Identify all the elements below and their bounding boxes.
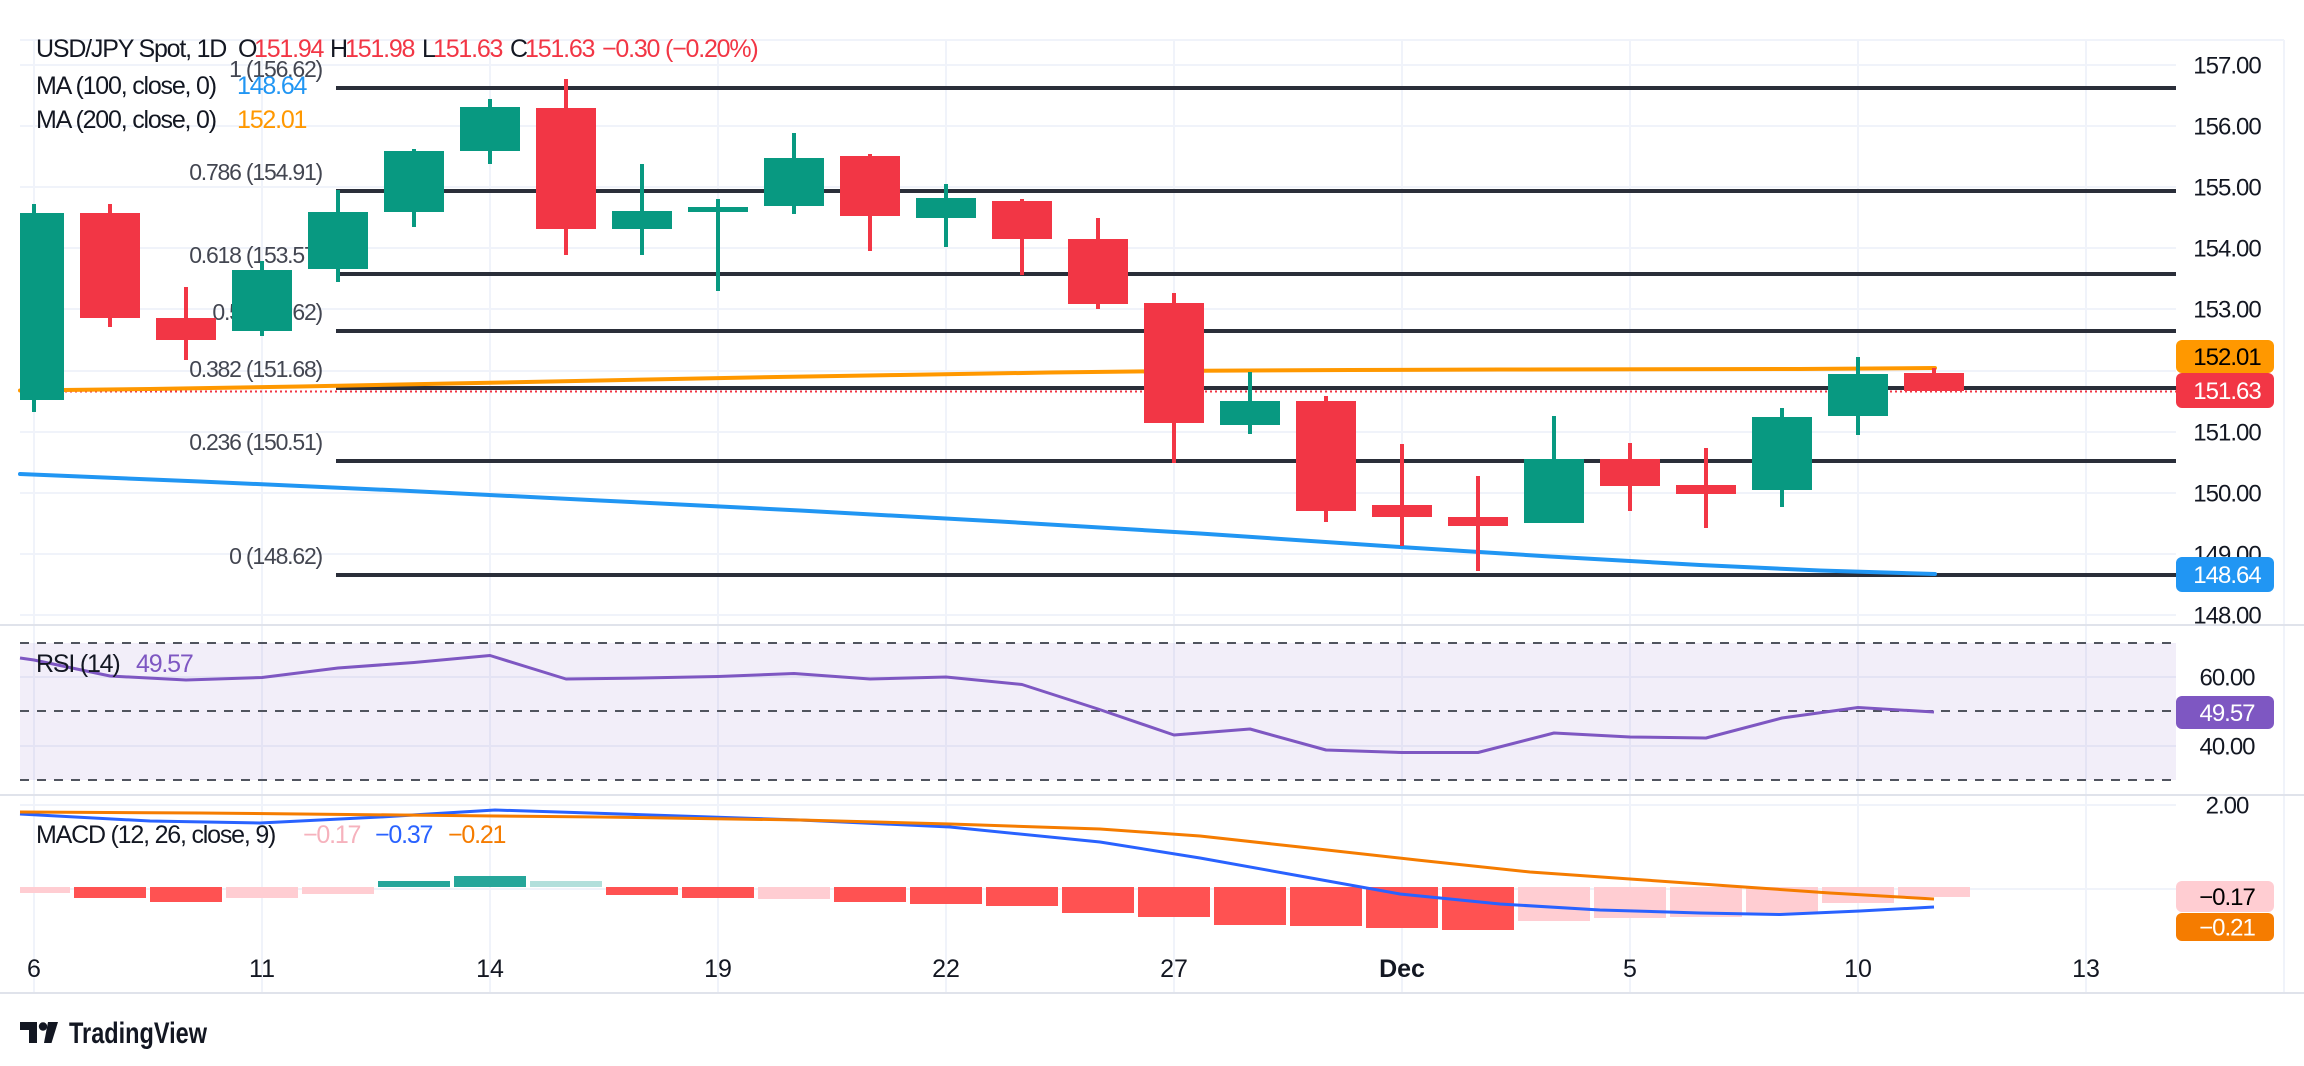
svg-text:0.382 (151.68): 0.382 (151.68) bbox=[189, 356, 322, 382]
svg-text:152.01: 152.01 bbox=[2193, 344, 2261, 371]
svg-text:60.00: 60.00 bbox=[2199, 665, 2255, 692]
svg-text:153.00: 153.00 bbox=[2193, 297, 2261, 324]
svg-text:C: C bbox=[510, 35, 528, 63]
svg-text:−0.37: −0.37 bbox=[375, 821, 433, 849]
svg-text:148.64: 148.64 bbox=[237, 72, 308, 100]
svg-text:MA (100, close, 0): MA (100, close, 0) bbox=[36, 72, 216, 100]
svg-text:148.00: 148.00 bbox=[2193, 603, 2261, 630]
svg-text:−0.21: −0.21 bbox=[2199, 915, 2255, 942]
svg-text:151.63: 151.63 bbox=[2193, 378, 2261, 405]
svg-text:22: 22 bbox=[932, 955, 960, 983]
svg-text:USD/JPY Spot, 1D: USD/JPY Spot, 1D bbox=[36, 35, 226, 63]
svg-text:6: 6 bbox=[27, 955, 41, 983]
svg-text:1 (156.62): 1 (156.62) bbox=[229, 56, 322, 82]
svg-text:151.94: 151.94 bbox=[254, 35, 325, 63]
svg-text:−0.17: −0.17 bbox=[2199, 884, 2255, 911]
svg-text:152.01: 152.01 bbox=[237, 106, 307, 134]
svg-text:49.57: 49.57 bbox=[136, 650, 193, 678]
svg-text:151.63: 151.63 bbox=[525, 35, 595, 63]
svg-text:10: 10 bbox=[1844, 955, 1872, 983]
svg-text:156.00: 156.00 bbox=[2193, 114, 2261, 141]
svg-text:27: 27 bbox=[1160, 955, 1188, 983]
svg-text:11: 11 bbox=[249, 955, 275, 983]
svg-text:MACD (12, 26, close, 9): MACD (12, 26, close, 9) bbox=[36, 821, 275, 849]
svg-text:157.00: 157.00 bbox=[2193, 53, 2261, 80]
svg-text:49.57: 49.57 bbox=[2199, 700, 2255, 727]
svg-text:−0.30 (−0.20%): −0.30 (−0.20%) bbox=[602, 35, 758, 63]
svg-text:MA (200, close, 0): MA (200, close, 0) bbox=[36, 106, 216, 134]
svg-text:−0.17: −0.17 bbox=[303, 821, 361, 849]
svg-text:151.98: 151.98 bbox=[345, 35, 415, 63]
svg-text:2.00: 2.00 bbox=[2206, 793, 2249, 820]
svg-text:Dec: Dec bbox=[1379, 955, 1425, 983]
svg-text:L: L bbox=[422, 35, 436, 63]
svg-text:155.00: 155.00 bbox=[2193, 175, 2261, 202]
svg-text:154.00: 154.00 bbox=[2193, 236, 2261, 263]
svg-text:0 (148.62): 0 (148.62) bbox=[229, 543, 322, 569]
svg-text:40.00: 40.00 bbox=[2199, 734, 2255, 761]
svg-text:0.786 (154.91): 0.786 (154.91) bbox=[189, 159, 322, 185]
svg-text:150.00: 150.00 bbox=[2193, 481, 2261, 508]
svg-text:RSI (14): RSI (14) bbox=[36, 650, 119, 678]
svg-text:14: 14 bbox=[476, 955, 504, 983]
svg-text:19: 19 bbox=[704, 955, 732, 983]
svg-text:H: H bbox=[330, 35, 347, 63]
svg-text:O: O bbox=[238, 35, 257, 63]
svg-text:0.618 (153.57): 0.618 (153.57) bbox=[189, 242, 322, 268]
svg-text:TradingView: TradingView bbox=[69, 1017, 208, 1050]
svg-text:151.63: 151.63 bbox=[433, 35, 503, 63]
svg-text:151.00: 151.00 bbox=[2193, 420, 2261, 447]
svg-text:−0.21: −0.21 bbox=[448, 821, 506, 849]
svg-text:13: 13 bbox=[2072, 955, 2100, 983]
svg-text:148.64: 148.64 bbox=[2193, 562, 2261, 589]
svg-text:0.236 (150.51): 0.236 (150.51) bbox=[189, 429, 322, 455]
svg-text:5: 5 bbox=[1623, 955, 1637, 983]
